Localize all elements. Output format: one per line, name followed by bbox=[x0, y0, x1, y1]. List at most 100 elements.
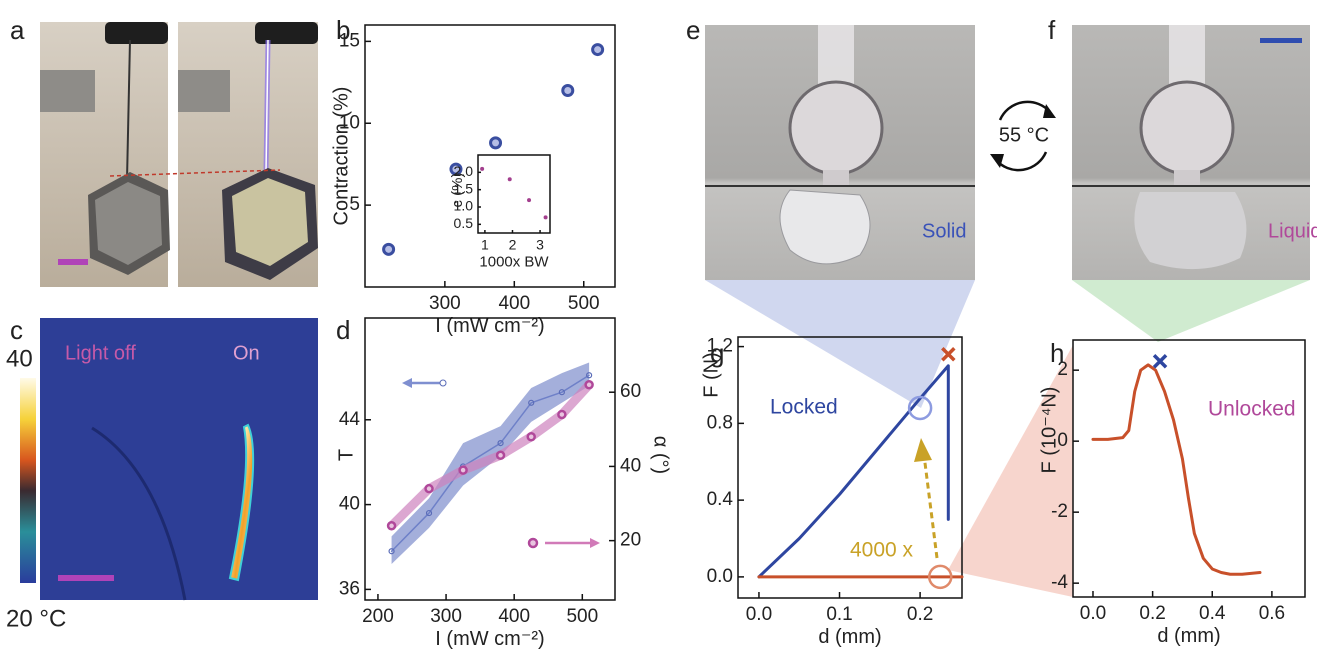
panel-label: f bbox=[1048, 15, 1056, 45]
panel-label: h bbox=[1050, 338, 1064, 368]
y-tick-label: 0.5 bbox=[454, 215, 474, 231]
photo-a bbox=[40, 22, 318, 287]
data-point bbox=[507, 177, 512, 182]
photo-e: Solid bbox=[705, 25, 975, 280]
y-axis-label: Contraction (%) bbox=[330, 87, 352, 226]
data-point bbox=[586, 372, 593, 379]
liquid-blob bbox=[1134, 192, 1247, 270]
x-axis-label: d (mm) bbox=[818, 626, 881, 648]
x-tick-label: 500 bbox=[566, 606, 598, 627]
indicator-marker bbox=[527, 537, 539, 549]
y-axis-label: T bbox=[335, 449, 357, 461]
nut-face bbox=[95, 182, 162, 265]
cycle-arrow bbox=[998, 100, 1051, 121]
y-tick-label: -4 bbox=[1051, 572, 1068, 593]
x-tick-label: 400 bbox=[498, 606, 530, 627]
cross-marker bbox=[941, 347, 956, 362]
y-tick-label: 0 bbox=[1057, 430, 1068, 451]
data-point bbox=[558, 389, 565, 396]
y-tick-label: 36 bbox=[339, 578, 360, 599]
y-tick-label: -2 bbox=[1051, 501, 1068, 522]
arrow-head bbox=[990, 154, 1004, 168]
data-point bbox=[489, 136, 503, 150]
x-tick-label: 0.2 bbox=[1139, 603, 1165, 624]
y-tick-label: 40 bbox=[339, 494, 360, 515]
series-line bbox=[1091, 363, 1262, 576]
y-tick-label: 2 bbox=[1057, 359, 1068, 380]
x-tick-label: 0.4 bbox=[1199, 603, 1226, 624]
panel-label: d bbox=[336, 315, 350, 345]
scale-bar bbox=[58, 575, 114, 581]
data-point bbox=[449, 162, 463, 176]
x-axis-label: 1000x BW bbox=[479, 253, 549, 270]
y-tick-label: 0.8 bbox=[707, 412, 733, 433]
cross-marker bbox=[1152, 354, 1168, 369]
data-point bbox=[591, 43, 605, 57]
x-tick-label: 3 bbox=[536, 236, 544, 252]
scale-bar bbox=[1260, 38, 1302, 43]
y2-tick-label: 40 bbox=[620, 455, 641, 476]
scale-bar bbox=[58, 259, 88, 265]
data-point bbox=[543, 215, 548, 220]
plot-frame bbox=[364, 317, 616, 601]
data-point bbox=[388, 548, 395, 555]
indicator-marker bbox=[439, 379, 447, 387]
y-tick-label: 1.0 bbox=[454, 198, 474, 214]
nut-face bbox=[232, 178, 308, 266]
y-tick-label: 0.0 bbox=[707, 566, 733, 587]
y-tick-label: 2.0 bbox=[454, 163, 474, 179]
needle bbox=[818, 25, 854, 85]
annotation: 4000 x bbox=[850, 539, 914, 562]
solid-blob bbox=[779, 189, 871, 265]
x-axis-label: I (mW cm⁻²) bbox=[435, 628, 544, 650]
annotation: Unlocked bbox=[1208, 398, 1296, 421]
y-tick-label: 5 bbox=[349, 194, 360, 215]
y-tick-label: 15 bbox=[339, 30, 360, 51]
droplet bbox=[1139, 80, 1235, 176]
state-label: Liquid bbox=[1268, 220, 1317, 242]
x-tick-label: 0.0 bbox=[746, 604, 772, 625]
data-point bbox=[557, 409, 567, 420]
y-tick-label: 0.4 bbox=[707, 489, 734, 510]
data-point bbox=[425, 509, 433, 517]
data-point bbox=[386, 521, 397, 531]
x-tick-label: 500 bbox=[568, 293, 600, 314]
arrow-head bbox=[402, 378, 412, 388]
state-label: Solid bbox=[922, 220, 966, 242]
x-axis-label: d (mm) bbox=[1157, 625, 1220, 647]
y-tick-label: 1.5 bbox=[454, 180, 474, 196]
x-tick-label: 0.1 bbox=[826, 604, 852, 625]
panel-label: e bbox=[686, 15, 700, 45]
y-axis-label: F (10⁻⁴N) bbox=[1038, 387, 1060, 474]
thermal-bg bbox=[40, 318, 318, 600]
panel-label: a bbox=[10, 15, 25, 45]
plot-frame bbox=[477, 154, 551, 234]
x-axis-label: I (mW cm⁻²) bbox=[435, 315, 544, 337]
data-point bbox=[382, 242, 396, 256]
x-tick-label: 300 bbox=[429, 293, 461, 314]
x-tick-label: 200 bbox=[362, 606, 394, 627]
plot-frame bbox=[737, 336, 963, 599]
fiber-hot bbox=[228, 423, 255, 582]
colorbar bbox=[20, 378, 36, 583]
panel-label: c bbox=[10, 315, 23, 345]
fiber-cold bbox=[91, 426, 187, 601]
data-point bbox=[424, 483, 434, 494]
x-tick-label: 2 bbox=[509, 236, 517, 252]
zoom-region bbox=[948, 345, 1073, 597]
cycle-label: 55 °C bbox=[999, 124, 1049, 146]
data-point bbox=[458, 465, 468, 475]
panel-label: b bbox=[336, 15, 350, 45]
axis-indicators bbox=[402, 378, 600, 549]
x-tick-label: 0.2 bbox=[907, 604, 933, 625]
highlight-circle bbox=[907, 395, 933, 421]
thermal-label: On bbox=[233, 342, 260, 364]
magnet bbox=[178, 70, 230, 112]
data-point bbox=[528, 399, 535, 406]
panel-label: g bbox=[710, 338, 724, 368]
photo-f: Liquid bbox=[1072, 25, 1317, 280]
x-tick-label: 0.6 bbox=[1259, 603, 1285, 624]
plot-frame bbox=[1072, 339, 1306, 598]
data-point bbox=[495, 450, 506, 461]
